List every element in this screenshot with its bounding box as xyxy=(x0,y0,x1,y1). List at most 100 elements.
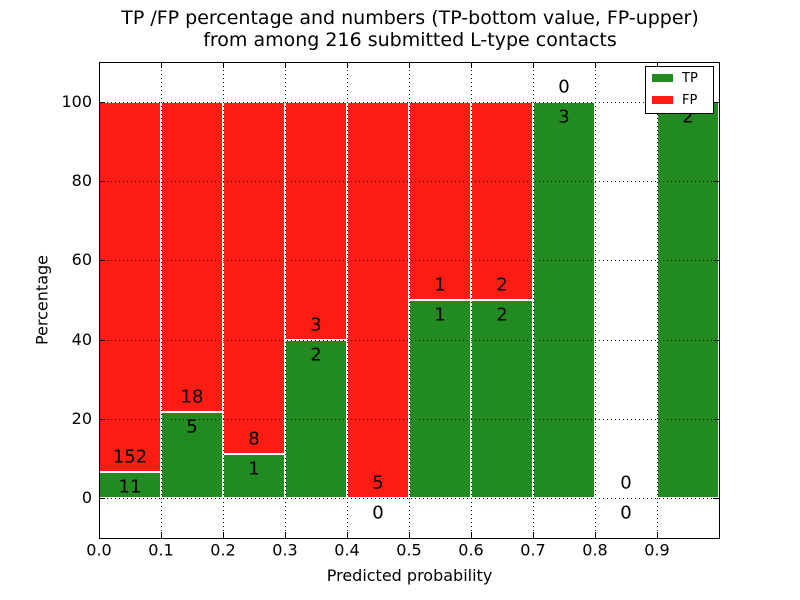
x-tick-mark-bottom xyxy=(657,532,658,538)
legend-label-fp: FP xyxy=(682,92,698,108)
x-tick-label: 0.7 xyxy=(520,540,546,560)
x-tick-mark-bottom xyxy=(471,532,472,538)
x-tick-mark-top xyxy=(161,62,162,68)
fp-count-label: 152 xyxy=(112,446,148,468)
tp-count-label: 1 xyxy=(248,458,260,480)
fp-count-label: 0 xyxy=(558,76,570,98)
y-tick-mark-left xyxy=(99,498,105,500)
x-tick-mark-top xyxy=(595,62,596,68)
y-tick-mark-left xyxy=(99,419,105,420)
legend-label-tp: TP xyxy=(682,70,698,86)
chart-title: TP /FP percentage and numbers (TP-bottom… xyxy=(90,7,730,51)
tp-count-label: 1 xyxy=(434,304,446,326)
y-tick-mark-right xyxy=(713,339,719,341)
gridline-vertical xyxy=(533,62,534,538)
gridline-horizontal xyxy=(99,339,719,341)
fp-count-label: 3 xyxy=(310,314,322,336)
y-tick-mark-right xyxy=(713,181,719,182)
tp-swatch-icon xyxy=(652,74,673,82)
tp-count-label: 11 xyxy=(118,476,142,498)
fp-bar-segment xyxy=(161,101,223,413)
tp-count-label: 3 xyxy=(558,106,570,128)
y-tick-mark-left xyxy=(99,260,105,262)
gridline-horizontal xyxy=(99,498,719,500)
gridline-horizontal xyxy=(99,101,719,103)
x-tick-label: 0.4 xyxy=(334,540,360,560)
gridline-vertical xyxy=(471,62,472,538)
x-tick-label: 0.9 xyxy=(644,540,670,560)
fp-count-label: 5 xyxy=(372,472,384,494)
y-tick-mark-right xyxy=(713,498,719,500)
x-tick-mark-bottom xyxy=(347,532,348,538)
gridline-vertical xyxy=(595,62,596,538)
x-tick-mark-top xyxy=(471,62,472,68)
fp-count-label: 0 xyxy=(620,472,632,494)
legend-entry-tp: TP xyxy=(646,67,713,89)
y-tick-mark-right xyxy=(713,260,719,262)
y-tick-label: 0 xyxy=(81,488,92,508)
tp-count-label: 2 xyxy=(682,106,694,128)
y-tick-label: 80 xyxy=(71,171,92,190)
x-tick-mark-top xyxy=(347,62,348,68)
x-tick-mark-top xyxy=(409,62,410,68)
gridline-horizontal xyxy=(99,260,719,262)
gridline-vertical xyxy=(347,62,348,538)
tp-count-label: 5 xyxy=(186,416,198,438)
fp-bar-segment xyxy=(471,101,533,300)
fp-count-label: 8 xyxy=(248,428,260,450)
fp-bar-segment xyxy=(285,101,347,340)
legend: TP FP xyxy=(645,66,714,114)
chart-title-line2: from among 216 submitted L-type contacts xyxy=(203,29,617,51)
tp-bar-segment xyxy=(533,101,595,499)
gridline-horizontal xyxy=(99,419,719,420)
fp-count-label: 18 xyxy=(180,386,204,408)
x-axis-label: Predicted probability xyxy=(326,566,493,585)
x-tick-mark-bottom xyxy=(533,532,534,538)
x-tick-label: 0.6 xyxy=(458,540,484,560)
y-tick-label: 40 xyxy=(71,329,92,349)
chart-title-line1: TP /FP percentage and numbers (TP-bottom… xyxy=(121,7,699,29)
fp-count-label: 1 xyxy=(434,274,446,296)
gridline-vertical xyxy=(285,62,286,538)
y-tick-mark-left xyxy=(99,101,105,103)
tp-bar-segment xyxy=(223,454,285,499)
x-tick-mark-top xyxy=(285,62,286,68)
gridline-vertical xyxy=(223,62,224,538)
y-tick-mark-left xyxy=(99,339,105,341)
x-tick-mark-bottom xyxy=(223,532,224,538)
tp-bar-segment xyxy=(409,300,471,499)
fp-bar-segment xyxy=(223,101,285,455)
x-tick-label: 0.3 xyxy=(272,540,298,560)
x-tick-mark-top xyxy=(657,62,658,68)
tp-count-label: 0 xyxy=(620,502,632,524)
x-tick-mark-bottom xyxy=(409,532,410,538)
x-tick-mark-top xyxy=(223,62,224,68)
x-tick-label: 0.2 xyxy=(210,540,236,560)
x-tick-label: 0.8 xyxy=(582,540,608,560)
y-tick-mark-right xyxy=(713,101,719,103)
gridline-vertical xyxy=(657,62,658,538)
x-tick-mark-top xyxy=(99,62,100,68)
fp-bar-segment xyxy=(99,101,161,472)
legend-entry-fp: FP xyxy=(646,89,713,111)
tp-count-label: 0 xyxy=(372,502,384,524)
x-tick-label: 0.0 xyxy=(86,540,112,560)
tp-count-label: 2 xyxy=(310,344,322,366)
y-tick-label: 100 xyxy=(61,91,92,111)
gridline-vertical xyxy=(409,62,410,538)
y-tick-mark-left xyxy=(99,181,105,182)
x-tick-mark-top xyxy=(533,62,534,68)
fp-count-label: 2 xyxy=(496,274,508,296)
x-tick-mark-bottom xyxy=(99,532,100,538)
fp-bar-segment xyxy=(347,101,409,499)
y-tick-label: 60 xyxy=(71,250,92,270)
x-tick-label: 0.1 xyxy=(148,540,174,560)
fp-swatch-icon xyxy=(652,96,673,104)
tp-count-label: 2 xyxy=(496,304,508,326)
x-tick-mark-bottom xyxy=(595,532,596,538)
tp-bar-segment xyxy=(657,101,719,499)
gridline-vertical xyxy=(161,62,162,538)
x-tick-label: 0.5 xyxy=(396,540,422,560)
gridline-horizontal xyxy=(99,181,719,182)
